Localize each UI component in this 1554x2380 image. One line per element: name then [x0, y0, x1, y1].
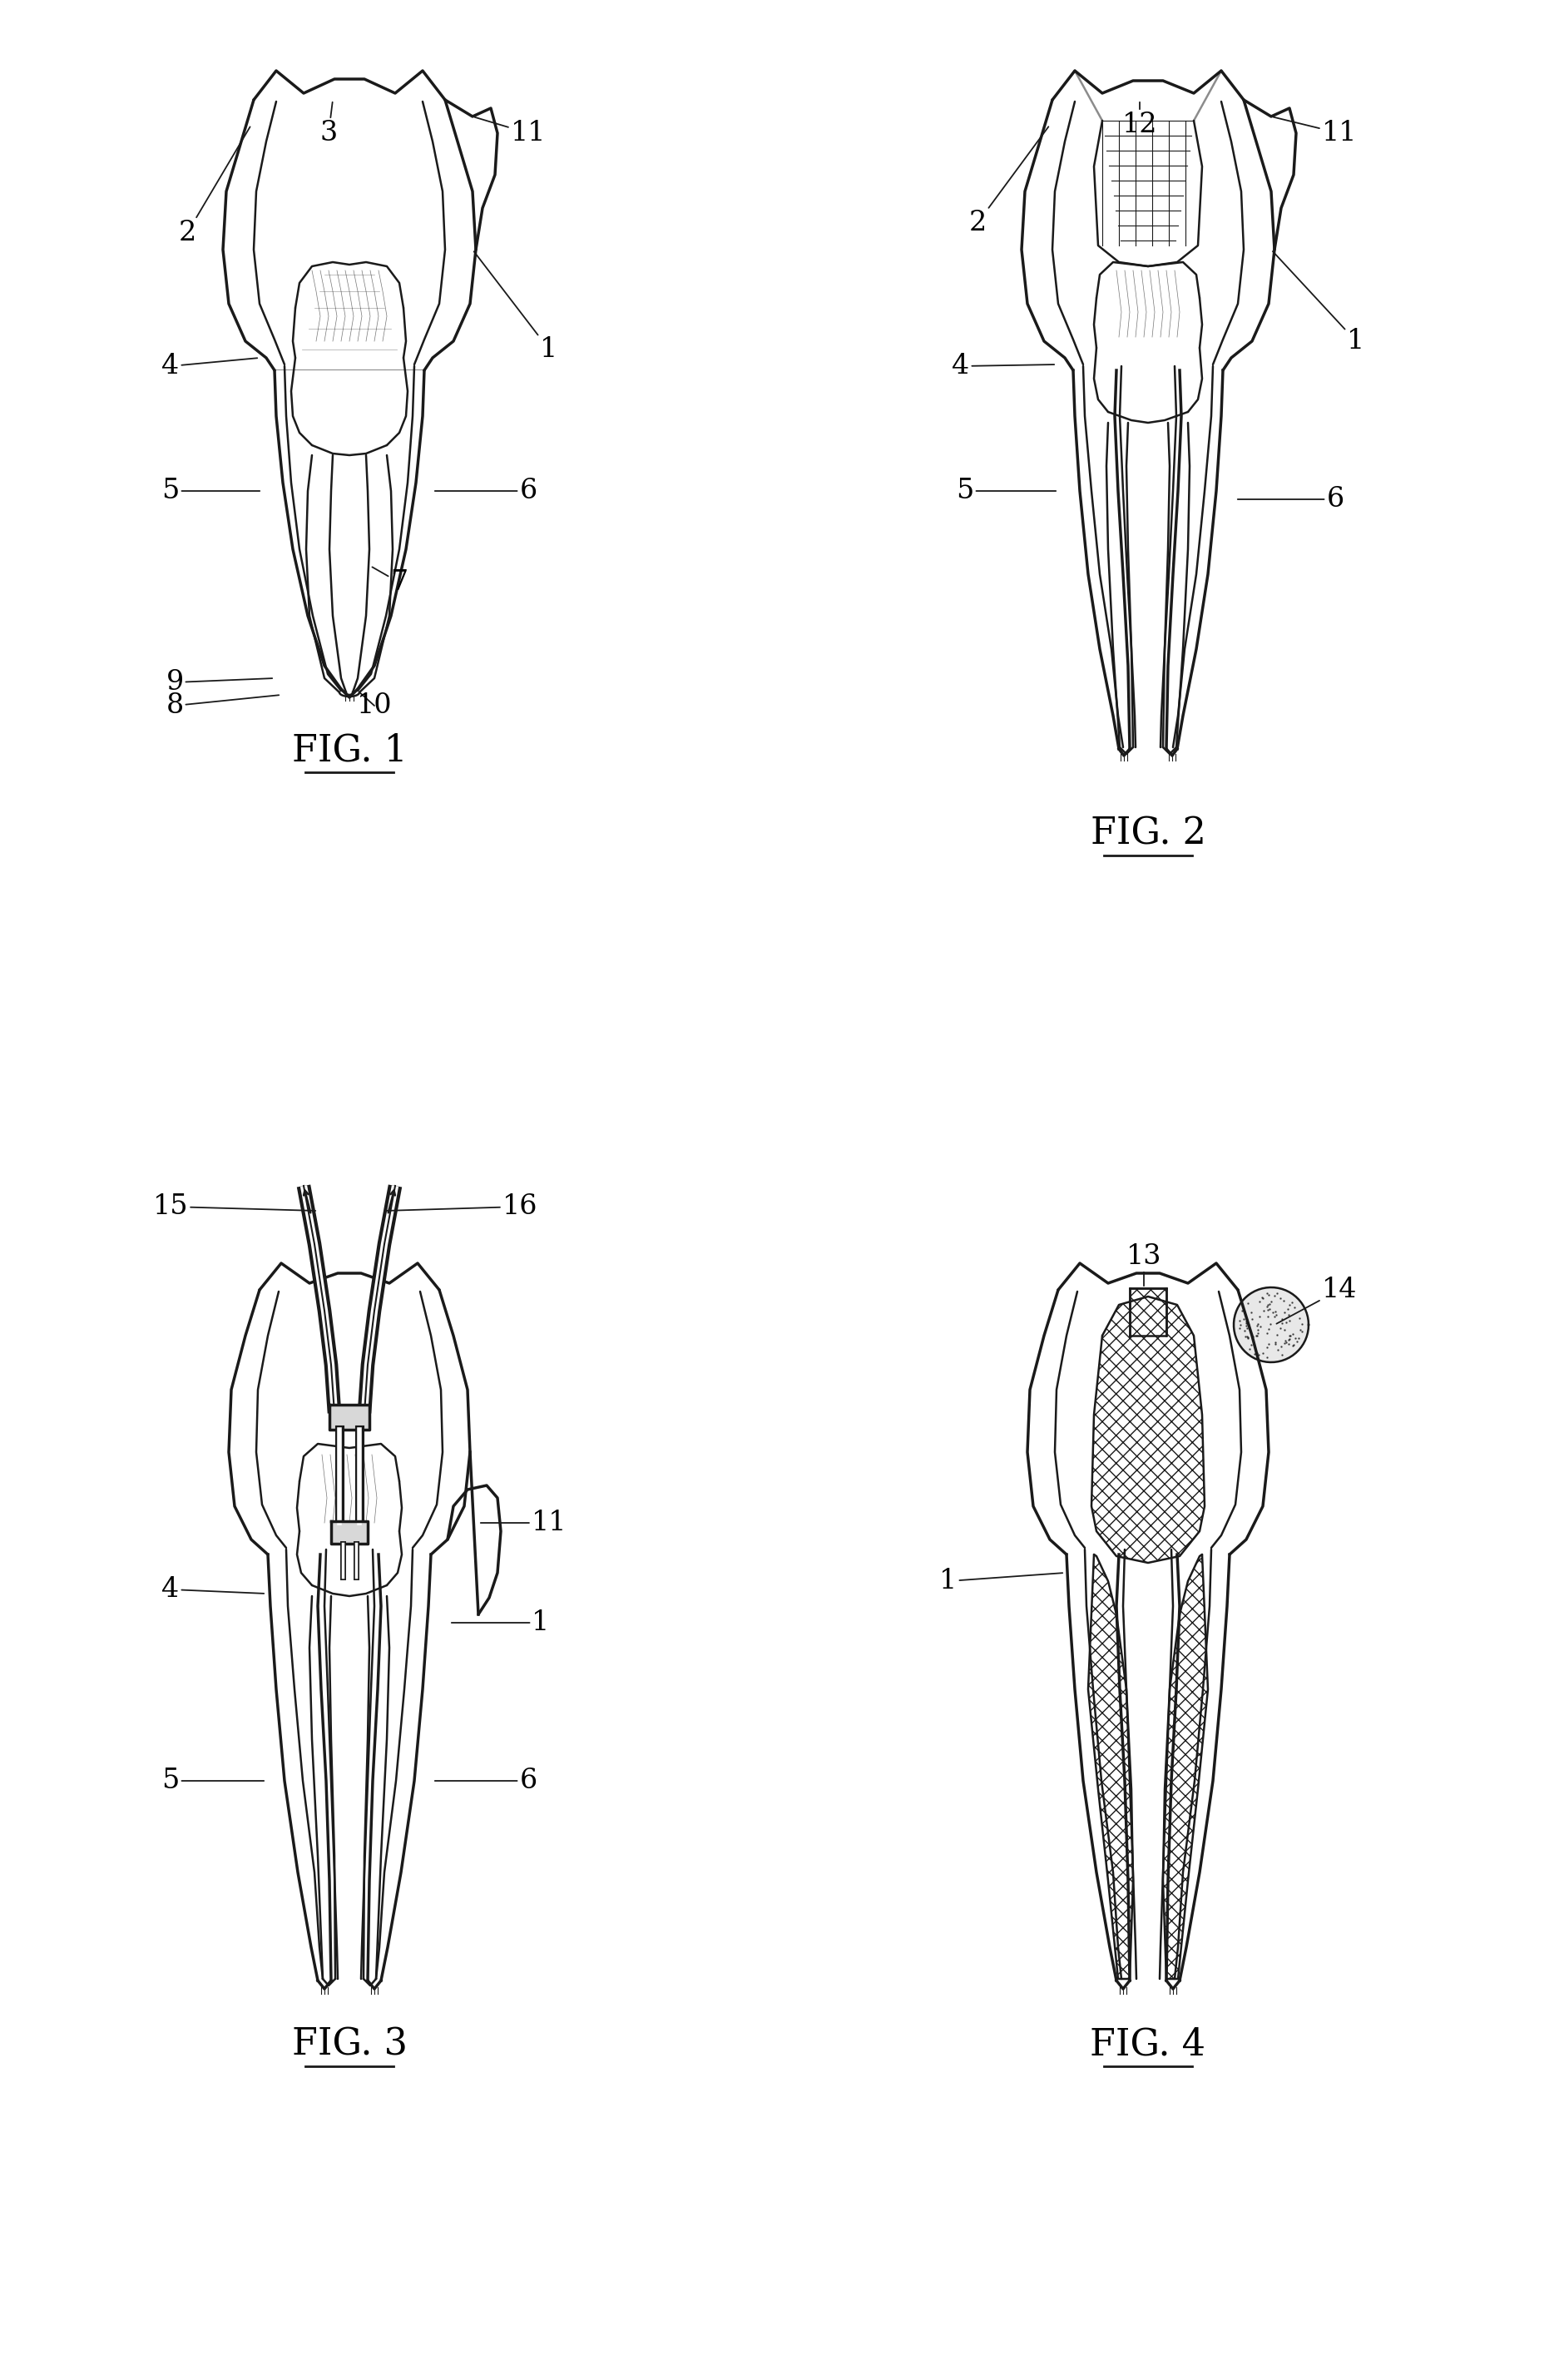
Text: FIG. 4: FIG. 4 — [1091, 2025, 1206, 2061]
Text: 7: 7 — [373, 566, 409, 595]
Polygon shape — [331, 1521, 368, 1545]
Text: 5: 5 — [162, 478, 260, 505]
Text: 3: 3 — [320, 102, 337, 148]
Text: 11: 11 — [480, 1509, 567, 1535]
Text: FIG. 1: FIG. 1 — [292, 733, 407, 769]
Text: 1: 1 — [474, 252, 558, 362]
Text: 6: 6 — [435, 478, 538, 505]
Text: 5: 5 — [956, 478, 1055, 505]
Text: 9: 9 — [166, 669, 272, 695]
Text: 1: 1 — [1273, 252, 1364, 355]
Text: FIG. 2: FIG. 2 — [1091, 816, 1206, 852]
Text: 14: 14 — [1276, 1276, 1357, 1323]
Text: 1: 1 — [940, 1568, 1063, 1595]
Text: 12: 12 — [1122, 102, 1158, 138]
Text: 15: 15 — [152, 1192, 315, 1221]
Text: 4: 4 — [162, 1576, 264, 1602]
Text: 11: 11 — [474, 117, 545, 148]
Text: 16: 16 — [387, 1192, 538, 1221]
Text: 6: 6 — [1237, 486, 1344, 512]
Polygon shape — [1234, 1288, 1308, 1361]
Text: FIG. 3: FIG. 3 — [292, 2025, 407, 2061]
Text: 8: 8 — [166, 693, 278, 719]
Text: 2: 2 — [968, 126, 1049, 236]
Text: 10: 10 — [356, 693, 392, 719]
Polygon shape — [329, 1404, 370, 1430]
Text: 6: 6 — [435, 1768, 538, 1795]
Text: 11: 11 — [1273, 117, 1357, 148]
Text: 2: 2 — [179, 126, 250, 245]
Text: 1: 1 — [452, 1609, 550, 1635]
Text: 4: 4 — [953, 352, 1054, 378]
Text: 13: 13 — [1127, 1242, 1161, 1285]
Text: 5: 5 — [162, 1768, 264, 1795]
Text: 4: 4 — [162, 352, 258, 378]
